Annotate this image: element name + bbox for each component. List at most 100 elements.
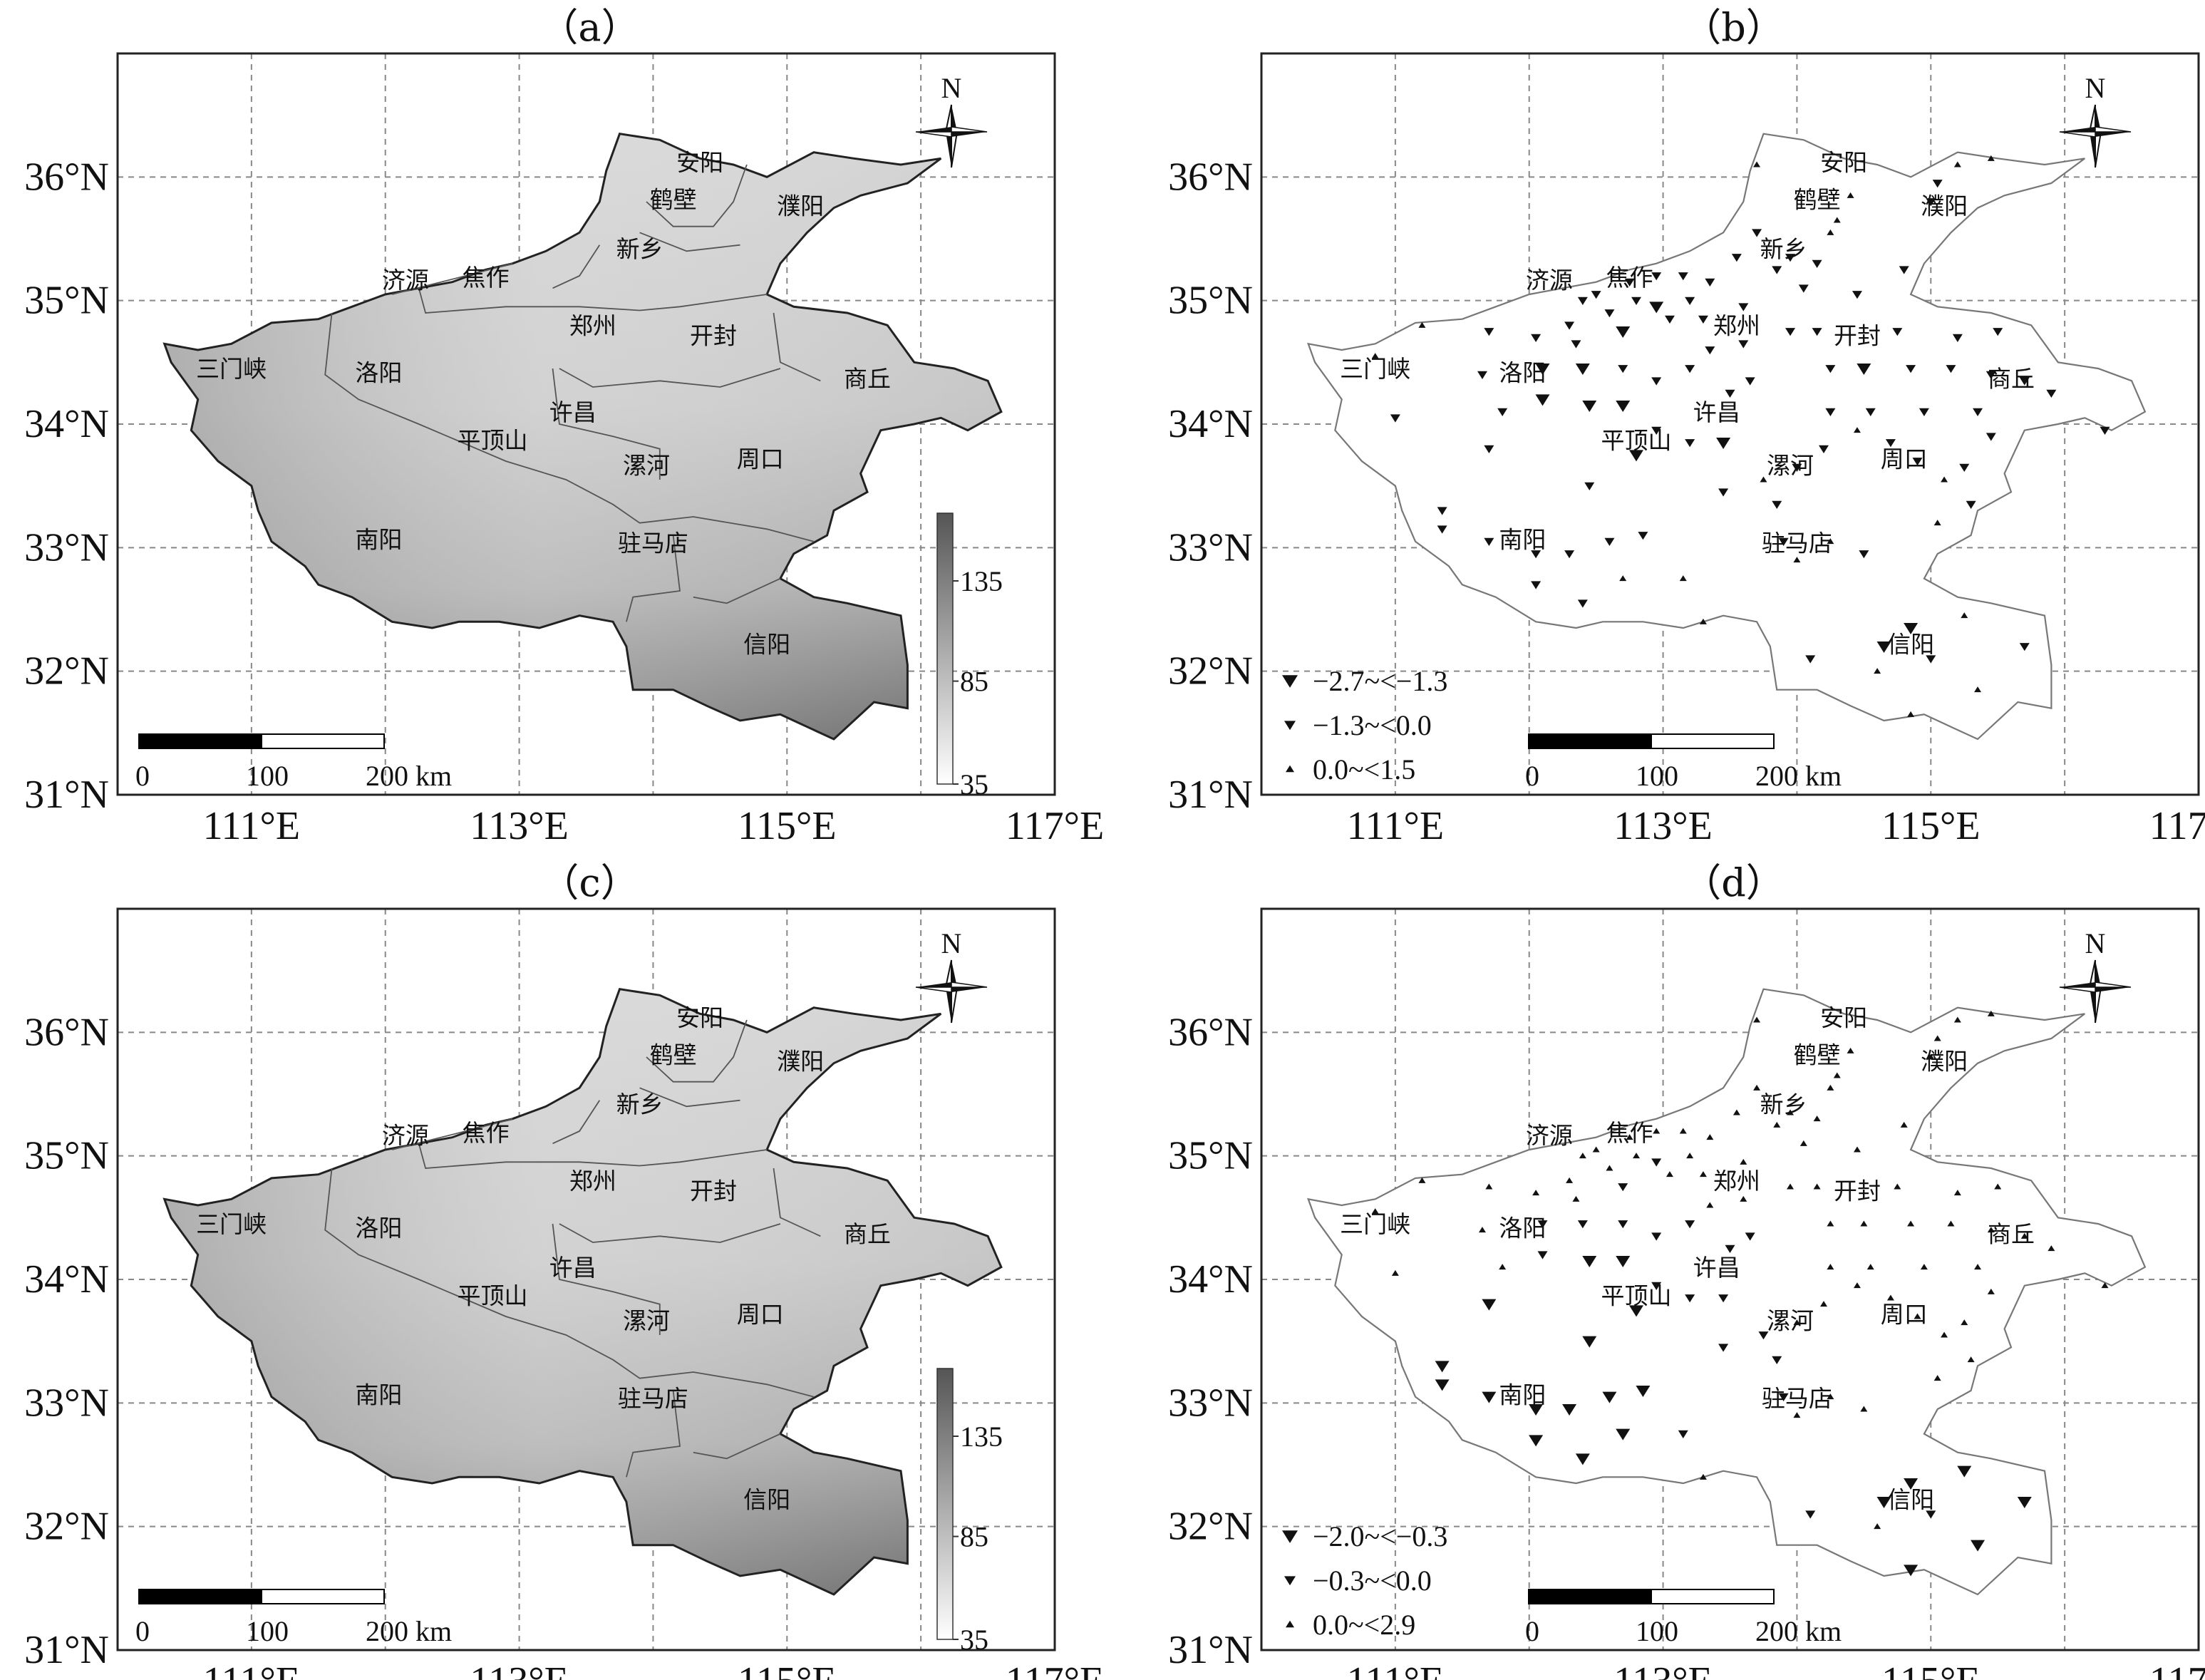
city-label: 鹤壁 xyxy=(1794,186,1841,214)
station-marker xyxy=(1946,365,1956,373)
station-marker xyxy=(1572,1195,1580,1202)
station-marker xyxy=(1685,297,1695,305)
station-marker xyxy=(1798,284,1809,293)
station-marker xyxy=(1535,364,1550,375)
city-label: 驻马店 xyxy=(618,530,688,557)
station-marker xyxy=(1651,426,1662,435)
city-label: 焦作 xyxy=(1606,1119,1653,1147)
y-tick-label: 35°N xyxy=(1168,279,1253,323)
city-label: 濮阳 xyxy=(777,1047,824,1075)
north-arrow-part xyxy=(951,987,987,992)
station-marker xyxy=(1899,266,1909,274)
station-marker xyxy=(2020,1232,2028,1239)
station-marker xyxy=(1745,1232,1755,1241)
city-label: 周口 xyxy=(737,445,784,473)
station-marker xyxy=(1537,1220,1548,1229)
station-marker xyxy=(1678,1430,1688,1438)
station-marker xyxy=(1685,439,1695,448)
station-marker xyxy=(1529,1435,1544,1447)
station-marker xyxy=(1926,655,1936,664)
station-marker xyxy=(1391,1269,1399,1276)
north-arrow-part xyxy=(2060,127,2095,132)
province-outline xyxy=(162,988,1003,1596)
north-arrow-part xyxy=(946,132,951,168)
station-marker xyxy=(1537,1251,1548,1259)
x-tick-label: 115°E xyxy=(738,804,837,848)
city-label: 商丘 xyxy=(1988,365,2035,393)
station-marker xyxy=(1853,1282,1861,1289)
north-label: N xyxy=(941,72,962,104)
y-tick-label: 33°N xyxy=(24,525,109,570)
map-frame xyxy=(1260,907,2200,1651)
city-label: 焦作 xyxy=(1606,264,1653,292)
station-marker xyxy=(1941,476,1948,483)
scale-bar: 0 100 200 km xyxy=(1525,1589,1842,1647)
x-tick-label: 111°E xyxy=(1347,804,1444,848)
station-marker xyxy=(1618,1220,1628,1229)
colorbar: 135 85 35 xyxy=(936,1368,1003,1656)
x-tick-label: 117°E xyxy=(2149,804,2205,848)
prefecture-boundary xyxy=(391,1118,513,1150)
legend-label: 0.0~<1.5 xyxy=(1313,753,1415,785)
city-label: 许昌 xyxy=(1693,398,1740,426)
y-tick-label: 36°N xyxy=(24,1010,109,1054)
station-marker xyxy=(1705,346,1715,355)
province-elevation-shade xyxy=(164,133,1001,739)
station-marker xyxy=(1731,254,1742,262)
station-marker xyxy=(1772,500,1782,509)
station-marker xyxy=(1484,445,1494,453)
station-marker xyxy=(1833,1072,1841,1078)
legend-label: −0.3~<0.0 xyxy=(1313,1565,1432,1597)
north-arrow-part xyxy=(2095,105,2101,132)
city-label: 周口 xyxy=(1881,445,1928,473)
station-marker xyxy=(1926,198,1936,207)
north-arrow-part xyxy=(2095,960,2101,987)
station-marker xyxy=(1633,1153,1640,1159)
station-marker xyxy=(1760,476,1767,483)
station-marker xyxy=(1933,1375,1941,1381)
station-marker xyxy=(1571,340,1581,349)
scale-label: 200 km xyxy=(1755,760,1842,792)
city-label: 漯河 xyxy=(1767,1307,1814,1334)
y-tick-label: 31°N xyxy=(24,773,109,817)
station-marker xyxy=(1805,655,1816,664)
station-marker xyxy=(1725,1244,1735,1253)
station-marker xyxy=(1718,1344,1729,1352)
station-marker xyxy=(1941,1331,1948,1338)
y-tick-label: 33°N xyxy=(1168,1381,1253,1425)
city-label: 平顶山 xyxy=(458,427,528,455)
station-marker xyxy=(1718,1294,1729,1303)
city-label: 郑州 xyxy=(1713,311,1760,339)
station-marker xyxy=(1577,599,1588,608)
y-tick-label: 34°N xyxy=(1168,1257,1253,1302)
legend-label: 0.0~<2.9 xyxy=(1313,1609,1415,1641)
station-marker xyxy=(1616,1256,1631,1267)
city-label: 开封 xyxy=(690,321,737,349)
prefecture-boundary xyxy=(552,1100,601,1145)
y-tick-label: 32°N xyxy=(24,649,109,694)
x-tick-label: 113°E xyxy=(1613,1659,1713,1680)
legend-label: −1.3~<0.0 xyxy=(1313,709,1432,741)
province-elevation-shade xyxy=(164,989,1001,1594)
station-marker xyxy=(1874,1523,1881,1530)
station-marker xyxy=(1564,550,1575,559)
city-label: 新乡 xyxy=(616,235,663,263)
colorbar-ramp xyxy=(936,512,954,785)
city-label: 开封 xyxy=(1834,321,1881,349)
y-tick-label: 36°N xyxy=(24,155,109,199)
station-marker xyxy=(1497,408,1508,416)
city-label: 焦作 xyxy=(463,264,510,292)
station-marker xyxy=(1437,525,1447,534)
prefecture-boundary xyxy=(324,312,815,542)
station-marker xyxy=(1819,445,1829,453)
city-label: 南阳 xyxy=(355,525,402,553)
legend-marker xyxy=(1286,1620,1294,1628)
north-arrow-part xyxy=(951,960,957,987)
station-marker xyxy=(1716,438,1731,449)
station-marker xyxy=(1787,1109,1795,1115)
station-marker xyxy=(1904,1478,1919,1490)
north-label: N xyxy=(2085,72,2106,104)
station-marker xyxy=(1437,507,1447,515)
station-marker xyxy=(1785,254,1796,262)
station-marker xyxy=(2017,1497,2032,1508)
